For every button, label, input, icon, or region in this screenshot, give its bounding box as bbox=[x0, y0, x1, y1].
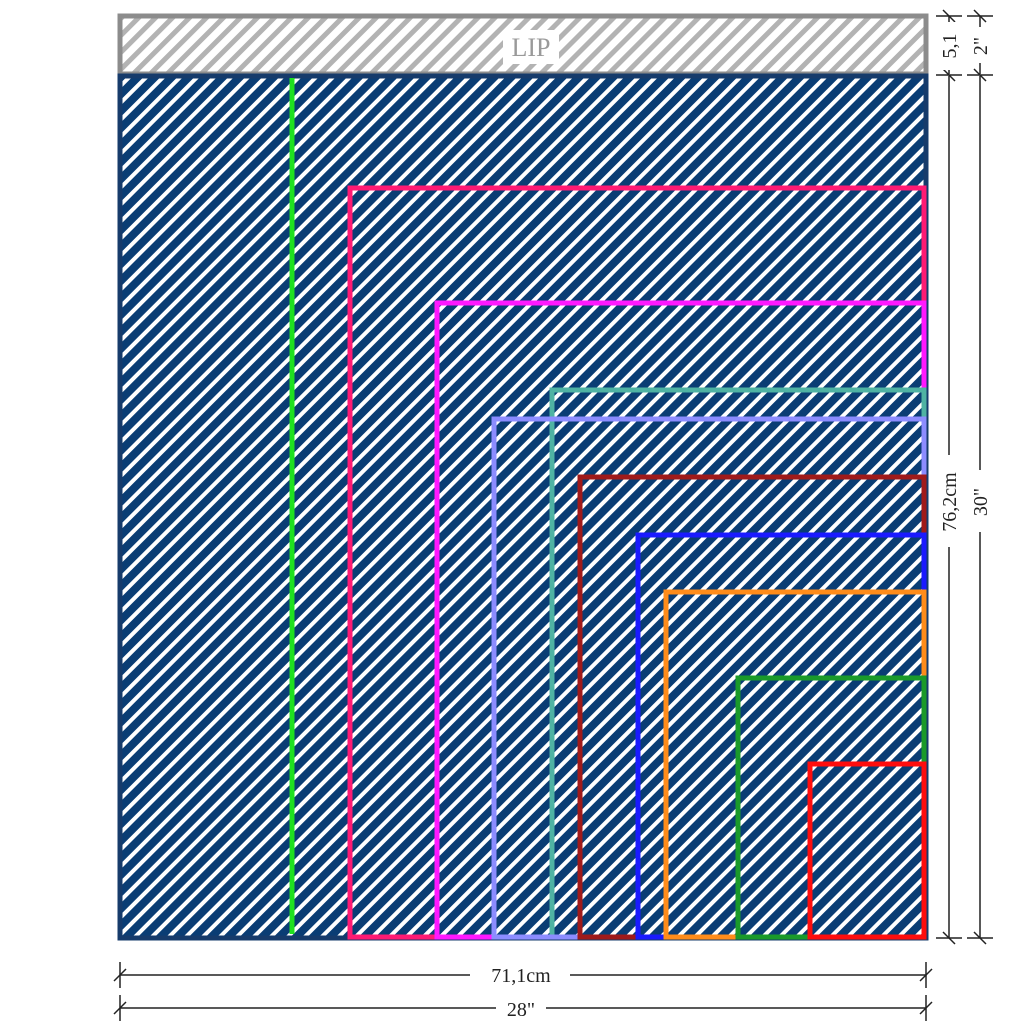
size-outline-10 bbox=[807, 761, 927, 940]
lip-label-bg bbox=[503, 30, 559, 64]
lip-height-in-label: 2" bbox=[970, 37, 992, 55]
lip-label: LIP bbox=[512, 33, 551, 62]
sheet-height-cm-label: 76,2cm bbox=[939, 472, 961, 532]
sheet-width-in-label: 28" bbox=[507, 999, 535, 1021]
lip-height-cm-label: 5,1 bbox=[939, 34, 961, 59]
lip-band: LIP bbox=[117, 13, 929, 77]
sheet-area bbox=[117, 73, 929, 941]
nested-size-outlines bbox=[289, 78, 927, 940]
sheet-height-in-label: 30" bbox=[970, 488, 992, 516]
sheet-width-cm-label: 71,1cm bbox=[491, 965, 551, 987]
